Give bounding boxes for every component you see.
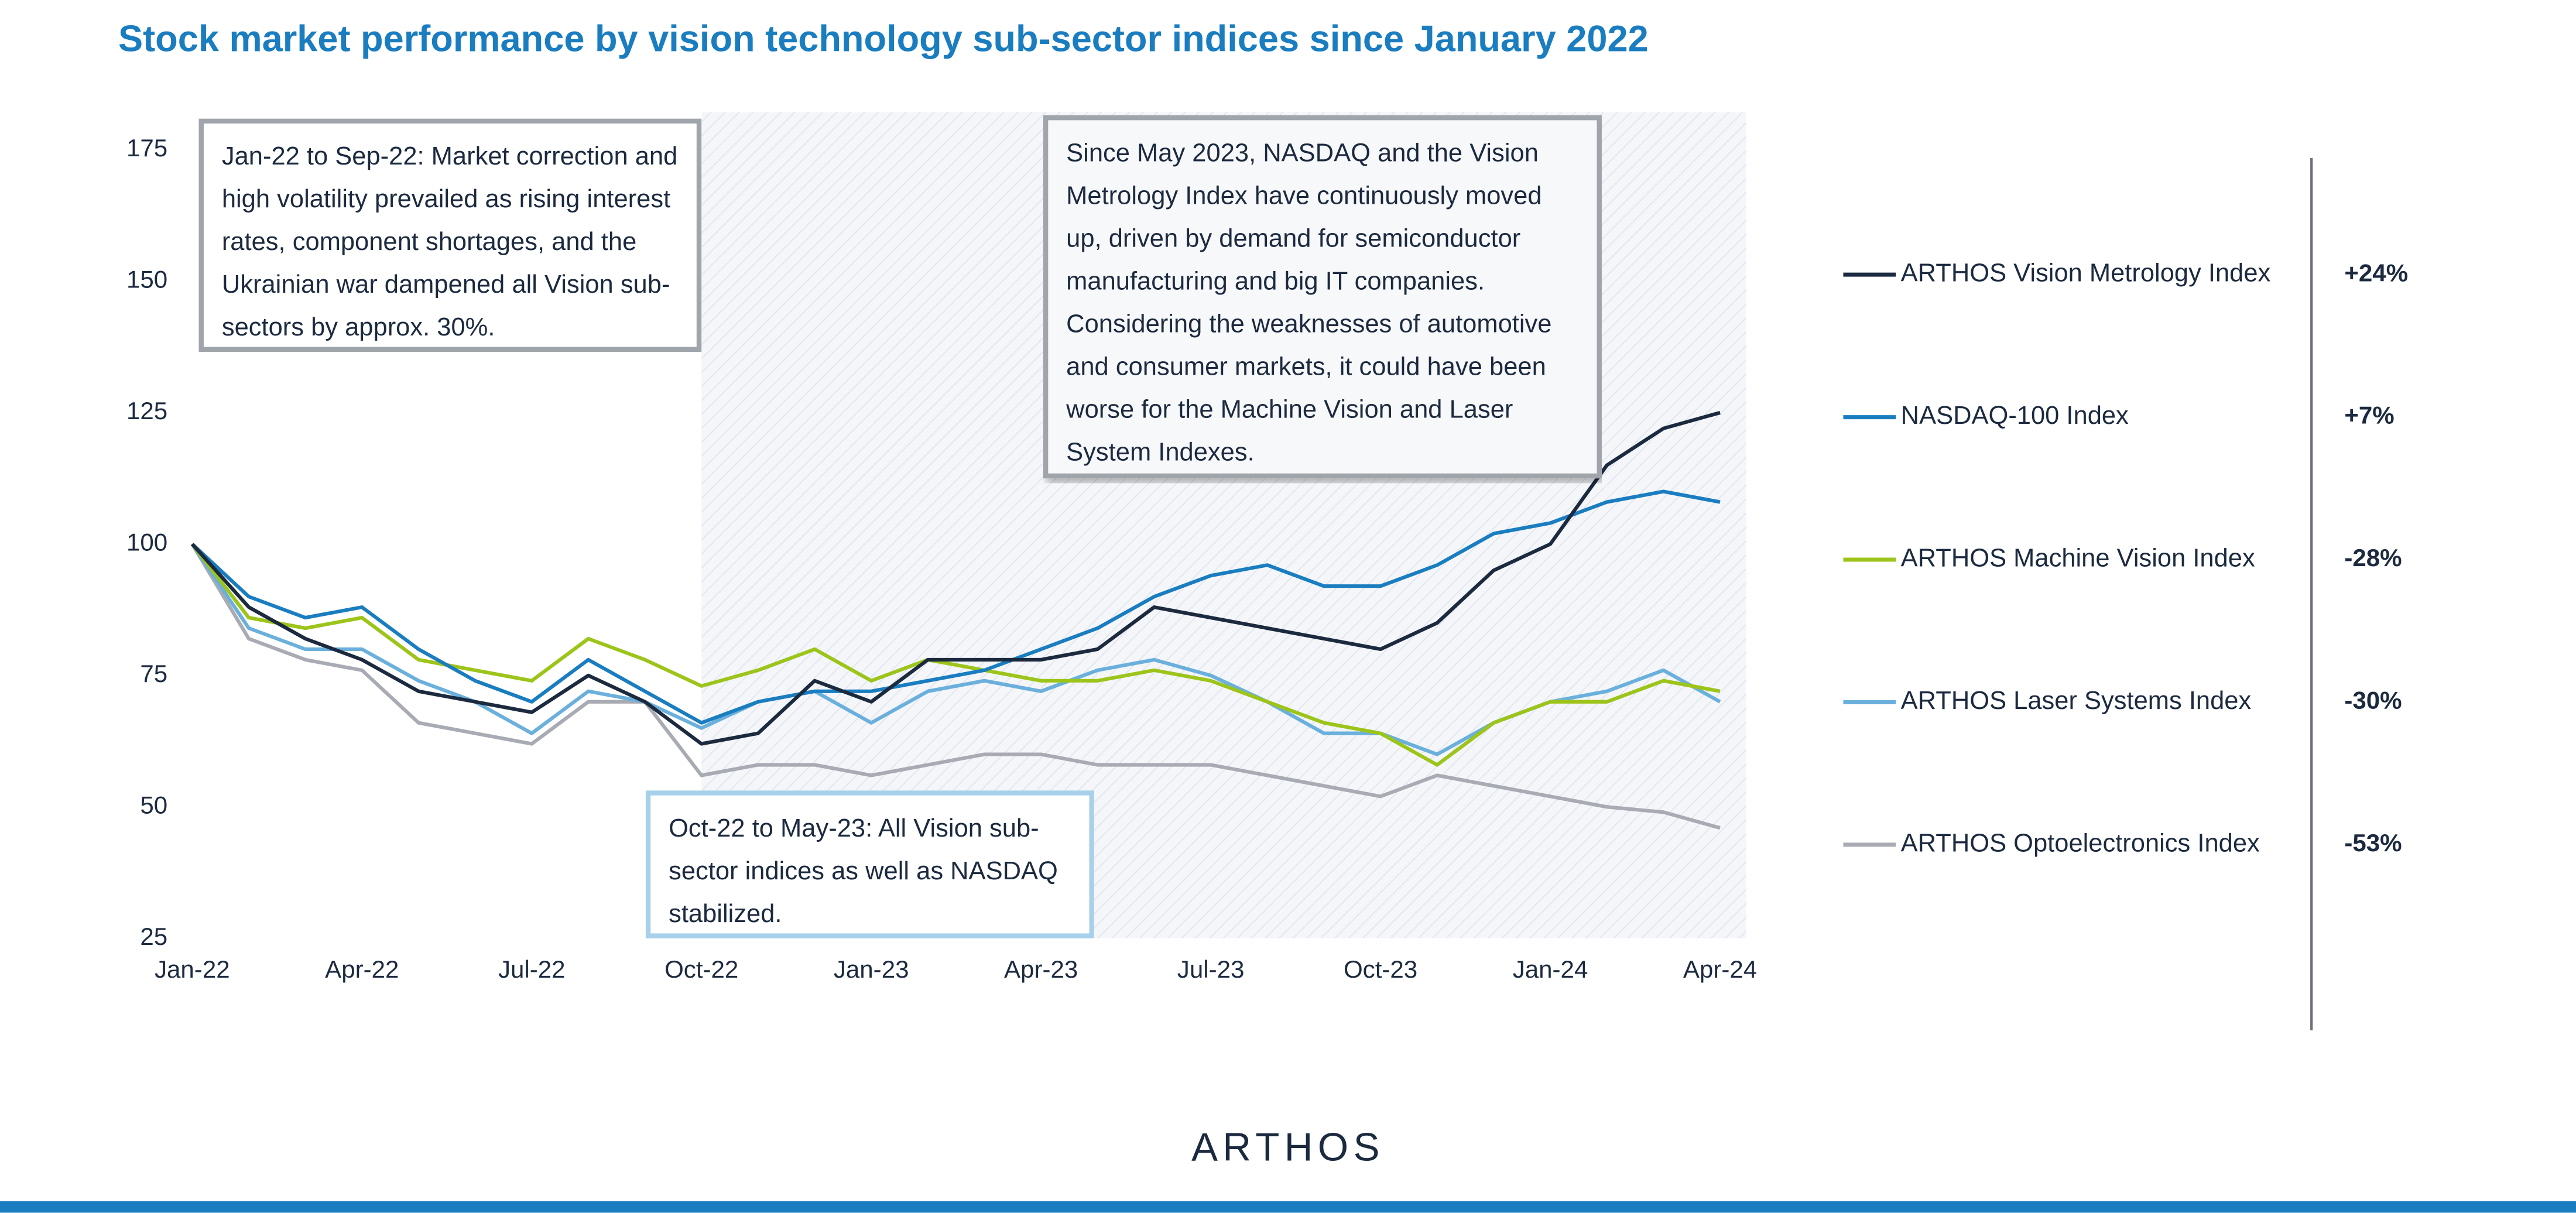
x-tick-label: Oct-22 xyxy=(664,955,738,983)
footer-bar xyxy=(0,1201,2576,1213)
legend-change: -53% xyxy=(2344,829,2402,856)
x-tick-label: Apr-22 xyxy=(325,955,399,983)
annotation-box: Since May 2023, NASDAQ and the Vision Me… xyxy=(1043,115,1602,479)
x-tick-label: Oct-23 xyxy=(1344,955,1417,983)
y-tick-label: 100 xyxy=(126,528,167,556)
series-line xyxy=(190,543,1721,830)
annotation: Oct-22 to May-23: All Vision sub-sector … xyxy=(645,790,1094,938)
annotation: Since May 2023, NASDAQ and the Vision Me… xyxy=(1043,115,1602,479)
legend-change: -28% xyxy=(2344,544,2402,571)
logo: ARTHOS xyxy=(1191,1126,1385,1170)
y-tick-label: 175 xyxy=(126,134,167,162)
annotation-box: Oct-22 to May-23: All Vision sub-sector … xyxy=(645,790,1094,938)
annotation-box: Jan-22 to Sep-22: Market correction and … xyxy=(198,118,702,352)
y-tick-label: 50 xyxy=(140,791,167,818)
series-line xyxy=(190,543,1721,756)
x-tick-label: Jan-22 xyxy=(155,955,230,983)
y-tick-label: 75 xyxy=(140,660,167,687)
chart-title: Stock market performance by vision techn… xyxy=(118,18,1649,59)
series-line xyxy=(191,410,1721,746)
x-tick-label: Jul-22 xyxy=(498,955,566,983)
legend-label: ARTHOS Optoelectronics Index xyxy=(1901,829,2260,857)
legend-label: ARTHOS Laser Systems Index xyxy=(1901,687,2252,715)
x-tick-label: Jan-24 xyxy=(1513,955,1588,983)
legend-change: +24% xyxy=(2344,259,2408,286)
legend-label: ARTHOS Machine Vision Index xyxy=(1901,544,2255,573)
legend-change: -30% xyxy=(2344,687,2402,714)
legend-label: ARTHOS Vision Metrology Index xyxy=(1901,259,2271,287)
legend-label: NASDAQ-100 Index xyxy=(1901,402,2129,430)
y-tick-label: 150 xyxy=(126,266,167,293)
x-tick-label: Apr-24 xyxy=(1683,955,1757,983)
x-tick-label: Jul-23 xyxy=(1177,955,1245,983)
y-tick-label: 125 xyxy=(126,397,167,424)
series-line xyxy=(191,489,1721,725)
annotation: Jan-22 to Sep-22: Market correction and … xyxy=(198,118,702,352)
x-tick-label: Jan-23 xyxy=(834,955,909,983)
legend-change: +7% xyxy=(2344,402,2394,429)
y-tick-label: 25 xyxy=(140,923,167,950)
x-tick-label: Apr-23 xyxy=(1004,955,1078,983)
